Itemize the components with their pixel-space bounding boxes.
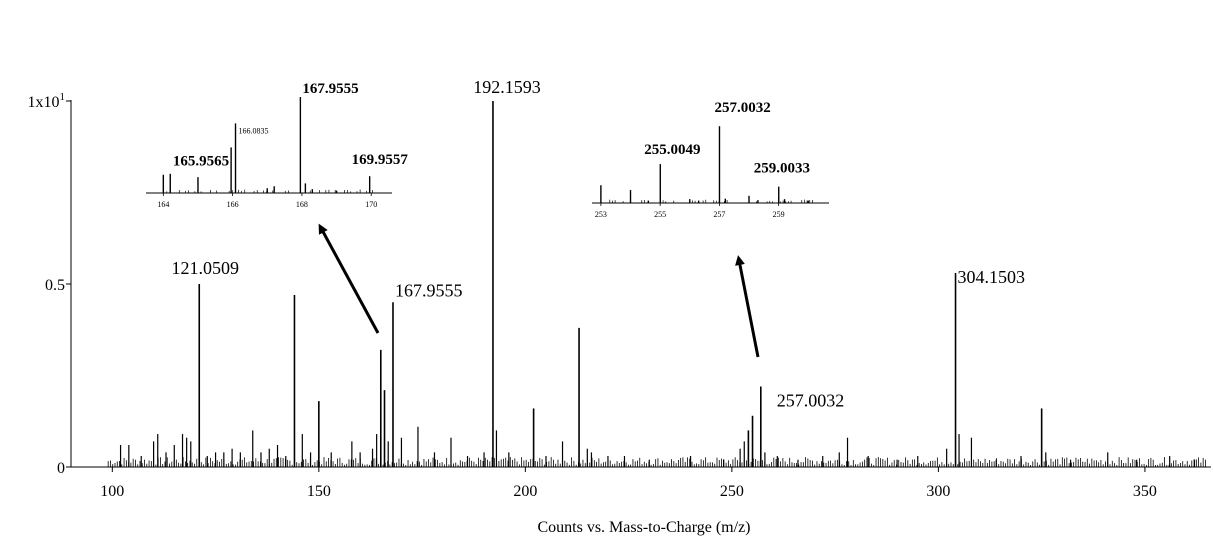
- inset-257-region: 253 255 257 259 255.0049 257.0032 259.0033: [592, 100, 829, 219]
- peak-label: 304.1503: [958, 267, 1026, 287]
- peak-label: 121.0509: [172, 258, 240, 278]
- arrow-to-inset-1: [318, 223, 380, 334]
- main-axes: [70, 100, 1211, 468]
- x-axis-title: Counts vs. Mass-to-Charge (m/z): [537, 519, 750, 536]
- inset-tick-label: 170: [365, 200, 377, 209]
- inset-tick-label: 257: [713, 210, 725, 219]
- peak-label-group: 121.0509 167.9555 192.1593 257.0032 304.1503: [172, 77, 1026, 410]
- y-tick-label: 0: [57, 460, 65, 477]
- inset-tick-label: 259: [773, 210, 785, 219]
- inset-tick-label: 168: [296, 200, 308, 209]
- inset-peak-label: 259.0033: [754, 161, 810, 177]
- peak-label: 192.1593: [473, 77, 541, 97]
- inset-peak-label: 169.9557: [352, 152, 409, 168]
- x-tick-label: 100: [100, 483, 124, 500]
- x-tick-label: 250: [720, 483, 744, 500]
- inset-peak-label: 166.0835: [239, 126, 269, 135]
- y-tick-label: 1x101: [28, 91, 66, 111]
- y-tick-group: 0 0.5 1x101: [28, 91, 71, 477]
- inset-peak-label: 255.0049: [644, 142, 700, 158]
- x-tick-label: 150: [307, 483, 331, 500]
- y-tick-label: 0.5: [45, 277, 65, 294]
- inset-peak-label: 165.9565: [173, 153, 229, 169]
- inset-peak-label: 167.9555: [302, 81, 358, 97]
- inset-tick-label: 253: [595, 210, 607, 219]
- x-tick-label: 300: [926, 483, 950, 500]
- inset-tick-label: 166: [227, 200, 239, 209]
- x-tick-label: 350: [1133, 483, 1157, 500]
- inset-167-region: 164 166 168 170 165.9565 166.0835 167.9555 169.…: [146, 81, 408, 209]
- inset-tick-label: 255: [654, 210, 666, 219]
- x-tick-label: 200: [513, 483, 537, 500]
- inset-peak-label: 257.0032: [714, 100, 770, 116]
- arrow-to-inset-2: [735, 255, 760, 358]
- peak-label: 167.9555: [395, 280, 463, 300]
- peak-label: 257.0032: [777, 390, 845, 410]
- arrows: [318, 223, 760, 358]
- inset-tick-label: 164: [157, 200, 169, 209]
- x-tick-group: 100 150 200 250 300 350: [100, 467, 1157, 500]
- main-plot-peaks: [107, 101, 1206, 467]
